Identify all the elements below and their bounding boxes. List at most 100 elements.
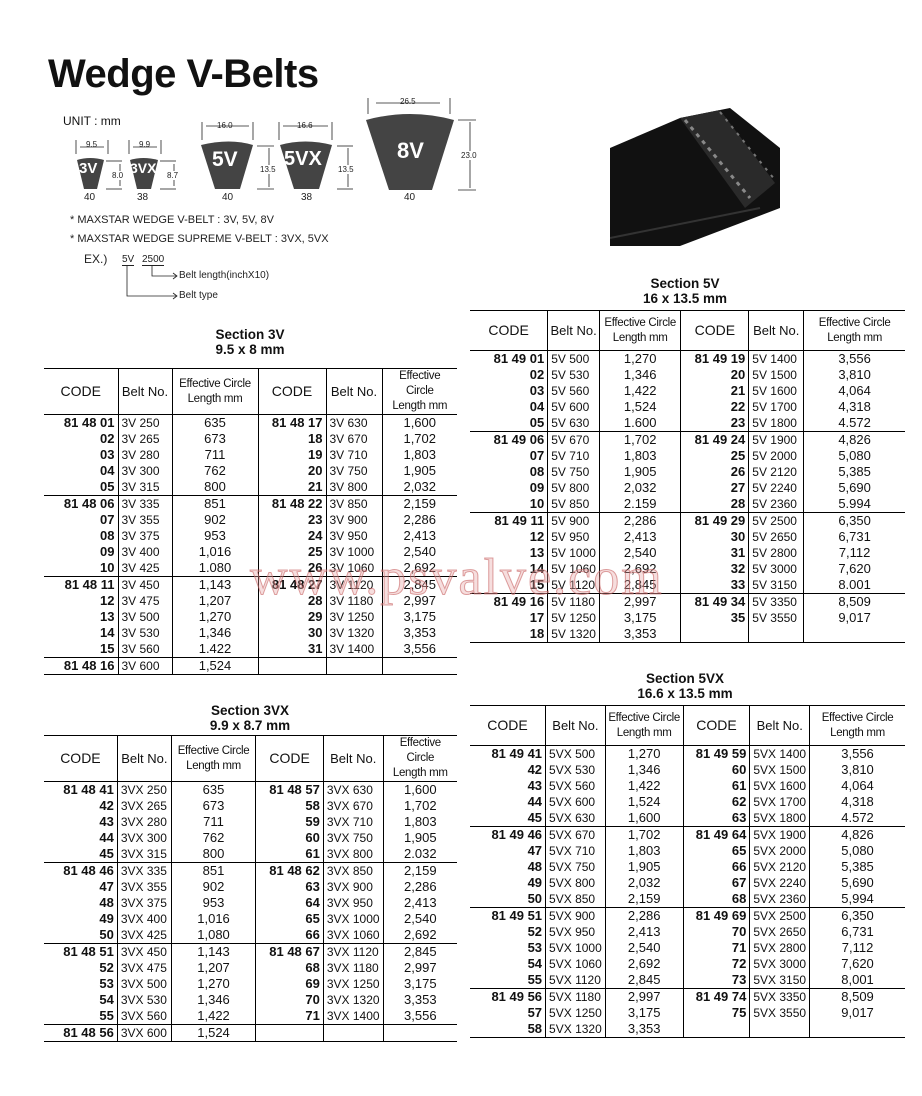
cell-code: 65: [255, 911, 324, 927]
section-size: 9.9 x 8.7 mm: [209, 718, 291, 733]
table-row: 53 5VX 1000 2,540 71 5VX 2800 7,112: [470, 940, 905, 956]
dimension-angle: 40: [404, 192, 416, 203]
cell-code: 81 49 24: [680, 431, 749, 448]
cell-belt-no: 3V 670: [325, 431, 382, 447]
cell-effective-length: 1,422: [604, 778, 684, 794]
cell-belt-no: 3VX 1180: [322, 960, 384, 976]
cell-belt-no: 3V 710: [325, 447, 382, 463]
cell-code: 31: [680, 545, 749, 561]
table-row: 02 3V 265 673 18 3V 670 1,702: [44, 431, 457, 447]
cell-code: 64: [255, 895, 324, 911]
table-row: 02 5V 530 1,346 20 5V 1500 3,810: [470, 367, 905, 383]
cell-effective-length: 3,353: [382, 992, 457, 1008]
cell-effective-length: 1,346: [170, 992, 256, 1008]
cell-belt-no: 3V 335: [117, 495, 172, 512]
section-name: Section 3V: [215, 327, 285, 342]
cell-effective-length: 1,702: [381, 431, 457, 447]
cell-effective-length: 800: [171, 479, 258, 496]
header-belt-no: Belt No.: [545, 705, 606, 746]
cell-effective-length: 5,385: [803, 464, 905, 480]
table-row: 48 5VX 750 1,905 66 5VX 2120 5,385: [470, 859, 905, 875]
cell-code: 29: [257, 609, 326, 625]
cell-belt-no: 5V 530: [547, 367, 600, 383]
cell-belt-no: [749, 1021, 810, 1038]
profile-3v: [75, 140, 122, 190]
header-code: CODE: [44, 368, 118, 415]
cell-code: 05: [470, 415, 548, 432]
dimension-height: 23.0: [461, 151, 477, 160]
example-type: 5V: [122, 254, 135, 266]
table-header-row: CODE Belt No. Effective Circle Length mm COD…: [470, 310, 905, 351]
example-arrows: [126, 266, 178, 300]
header-text: Length mm: [187, 392, 243, 405]
cell-effective-length: 1,080: [170, 927, 256, 944]
table-row: 81 48 41 3VX 250 635 81 48 57 3VX 630 1,600: [44, 781, 457, 798]
dimension-height: 8.7: [167, 171, 179, 180]
cell-code: 81 49 64: [682, 826, 750, 843]
cell-code: 60: [682, 762, 750, 778]
table-row: 81 49 01 5V 500 1,270 81 49 19 5V 1400 3,556: [470, 350, 905, 367]
table-row: 08 3V 375 953 24 3V 950 2,413: [44, 528, 457, 544]
cell-code: 18: [257, 431, 326, 447]
cell-code: 63: [682, 810, 750, 827]
cell-effective-length: 4.572: [809, 810, 905, 827]
table-row: 12 3V 475 1,207 28 3V 1180 2,997: [44, 593, 457, 609]
cell-effective-length: 7,620: [809, 956, 905, 972]
cell-belt-no: 5VX 1900: [749, 826, 810, 843]
header-effective-length: Effective Circle Length mm: [381, 368, 457, 415]
cell-effective-length: 1,270: [604, 745, 684, 762]
cell-code: 25: [680, 448, 749, 464]
cell-belt-no: 3V 850: [325, 495, 382, 512]
cell-effective-length: 2,413: [382, 895, 457, 911]
cell-belt-no: 5VX 500: [545, 745, 606, 762]
cell-effective-length: 3,353: [381, 625, 457, 641]
cell-belt-no: 5VX 1700: [749, 794, 810, 810]
table-row: 53 3VX 500 1,270 69 3VX 1250 3,175: [44, 976, 457, 992]
cell-belt-no: 5VX 560: [545, 778, 606, 794]
table-row: 44 3VX 300 762 60 3VX 750 1,905: [44, 830, 457, 846]
cell-code: 20: [680, 367, 749, 383]
cell-effective-length: 1,422: [598, 383, 681, 399]
cell-belt-no: 5V 750: [547, 464, 600, 480]
cell-effective-length: 2,540: [598, 545, 681, 561]
cell-code: 81 48 46: [63, 863, 114, 878]
header-code: CODE: [682, 705, 750, 746]
cell-code: 81 49 01: [493, 351, 545, 366]
cell-belt-no: 3V 1400: [325, 641, 382, 658]
table-row: 43 5VX 560 1,422 61 5VX 1600 4,064: [470, 778, 905, 794]
cell-effective-length: 1,803: [604, 843, 684, 859]
cell-effective-length: 4,064: [809, 778, 905, 794]
cell-effective-length: 2,692: [382, 927, 457, 944]
section-3vx-table: CODE Belt No. Effective Circle Length mm COD…: [44, 735, 457, 1042]
section-title: Section 3V 9.5 x 8 mm: [170, 327, 330, 357]
cell-belt-no: 5VX 710: [545, 843, 606, 859]
cell-belt-no: 3VX 250: [116, 781, 172, 798]
cell-code: 54: [527, 956, 543, 971]
table-row: 81 49 56 5VX 1180 2,997 81 49 74 5VX 3350 8,5…: [470, 988, 905, 1005]
cell-belt-no: 3VX 900: [322, 879, 384, 895]
table-row: 47 5VX 710 1,803 65 5VX 2000 5,080: [470, 843, 905, 859]
cell-code: 42: [99, 798, 114, 813]
cell-code: 45: [470, 810, 546, 827]
cell-belt-no: 3VX 530: [116, 992, 172, 1008]
cell-code: 81 49 34: [680, 593, 749, 610]
cell-code: 67: [682, 875, 750, 891]
table-row: 54 5VX 1060 2,692 72 5VX 3000 7,620: [470, 956, 905, 972]
cell-effective-length: 1,207: [171, 593, 258, 609]
section-name: Section 5VX: [645, 671, 725, 686]
header-text: Effective Circle: [399, 370, 441, 397]
cell-effective-length: 1,270: [171, 609, 258, 625]
section-title: Section 5VX 16.6 x 13.5 mm: [605, 671, 765, 701]
cell-belt-no: 5V 900: [547, 512, 600, 529]
cell-effective-length: 1,016: [170, 911, 256, 927]
cell-code: 48: [527, 859, 543, 874]
header-code: CODE: [470, 310, 548, 351]
cell-effective-length: 3,556: [382, 1008, 457, 1025]
cell-effective-length: 2,159: [381, 495, 457, 512]
dimension-height: 13.5: [260, 165, 276, 174]
header-text: Length mm: [612, 331, 668, 344]
table-row: 13 5V 1000 2,540 31 5V 2800 7,112: [470, 545, 905, 561]
cell-belt-no: 3VX 800: [322, 846, 384, 863]
cell-belt-no: 3V 1000: [325, 544, 382, 560]
cell-effective-length: 3,353: [604, 1021, 684, 1038]
